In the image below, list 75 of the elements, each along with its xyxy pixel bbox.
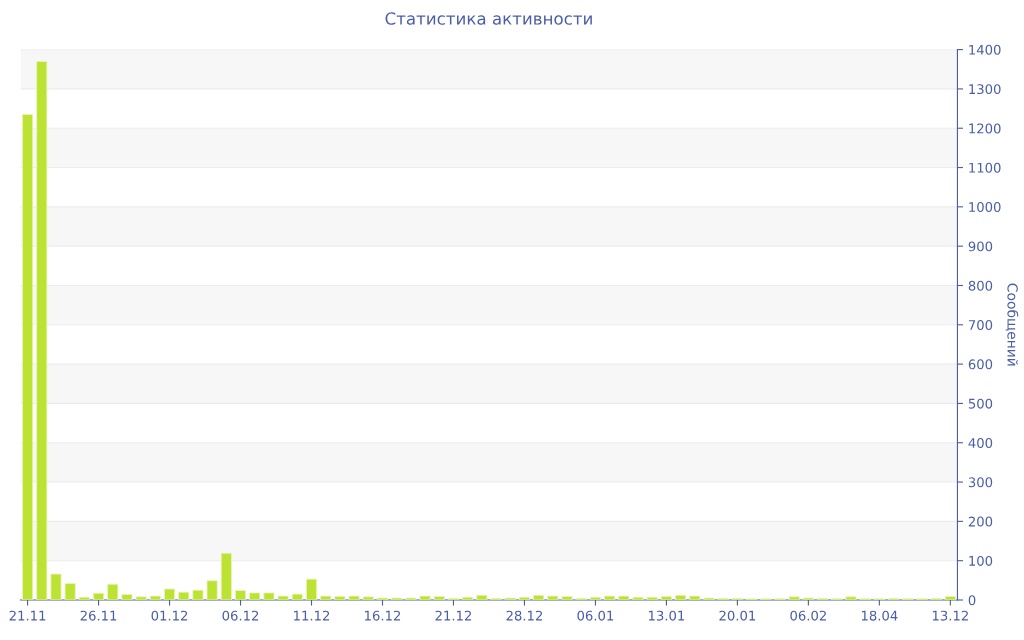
y-tick-label: 900 (968, 241, 993, 252)
bar (689, 595, 701, 600)
bar (419, 595, 431, 600)
y-tick-label: 300 (968, 477, 993, 488)
bar (121, 594, 133, 600)
bar (618, 595, 630, 600)
bar (249, 592, 261, 600)
bar (22, 114, 34, 600)
bar (149, 595, 161, 600)
bar (660, 596, 672, 600)
x-tick-label: 26.11 (80, 610, 117, 621)
bar (78, 596, 90, 600)
bar (234, 590, 247, 600)
bar (944, 596, 956, 600)
y-tick-label: 500 (968, 398, 993, 409)
bar (50, 573, 62, 600)
bar (646, 596, 658, 600)
bar (220, 552, 232, 600)
bar (93, 592, 105, 600)
bar (362, 596, 374, 600)
bar (263, 592, 275, 600)
bar (135, 596, 147, 600)
bar (206, 580, 218, 600)
x-tick-label: 16.12 (365, 610, 401, 621)
y-tick-label: 700 (968, 320, 993, 330)
y-tick-label: 200 (968, 516, 993, 527)
y-tick-label: 1000 (969, 202, 1001, 213)
bar (845, 596, 857, 600)
bar (178, 591, 190, 600)
bar (462, 596, 474, 600)
bar (334, 596, 346, 600)
bar (632, 596, 644, 600)
x-tick-label: 18.04 (861, 610, 898, 621)
y-axis-title: Сообщений (1005, 283, 1019, 366)
bar (533, 594, 545, 600)
bar (36, 60, 48, 600)
bar (64, 583, 76, 600)
y-tick-label: 1100 (969, 162, 1001, 173)
x-tick-label: 21.11 (9, 610, 46, 621)
bar (164, 588, 176, 600)
bar (589, 596, 601, 600)
y-tick-label: 800 (968, 280, 993, 291)
y-tick-label: 0 (968, 595, 976, 606)
bar (192, 589, 204, 600)
bar (547, 595, 559, 600)
x-tick-label: 06.01 (577, 610, 614, 621)
x-tick-label: 06.12 (222, 610, 259, 621)
x-tick-label: 21.12 (435, 610, 472, 621)
bar (433, 596, 445, 600)
bar (561, 596, 573, 600)
y-tick-label: 1400 (969, 44, 1001, 55)
bar (320, 595, 332, 600)
x-tick-label: 13.01 (648, 610, 685, 621)
x-tick-label: 11.12 (294, 610, 330, 621)
x-tick-label: 01.12 (151, 610, 188, 621)
bar (675, 594, 687, 600)
bar (291, 593, 303, 600)
bar (348, 595, 360, 600)
y-tick-label: 400 (968, 437, 993, 448)
bar (107, 583, 119, 600)
y-tick-label: 600 (968, 359, 993, 370)
y-tick-label: 100 (969, 555, 993, 566)
bar (277, 595, 289, 600)
bar (518, 596, 530, 600)
bar (476, 594, 488, 600)
bar (305, 578, 318, 600)
x-tick-label: 28.12 (506, 610, 543, 621)
x-tick-label: 06.02 (790, 610, 826, 621)
bar (604, 595, 616, 600)
bar (788, 596, 800, 600)
chart-title: Статистика активности (385, 12, 592, 25)
x-tick-label: 20.01 (719, 610, 756, 621)
y-tick-label: 1300 (969, 84, 1001, 95)
y-tick-label: 1200 (969, 123, 1001, 134)
x-tick-label: 13.12 (932, 610, 968, 621)
